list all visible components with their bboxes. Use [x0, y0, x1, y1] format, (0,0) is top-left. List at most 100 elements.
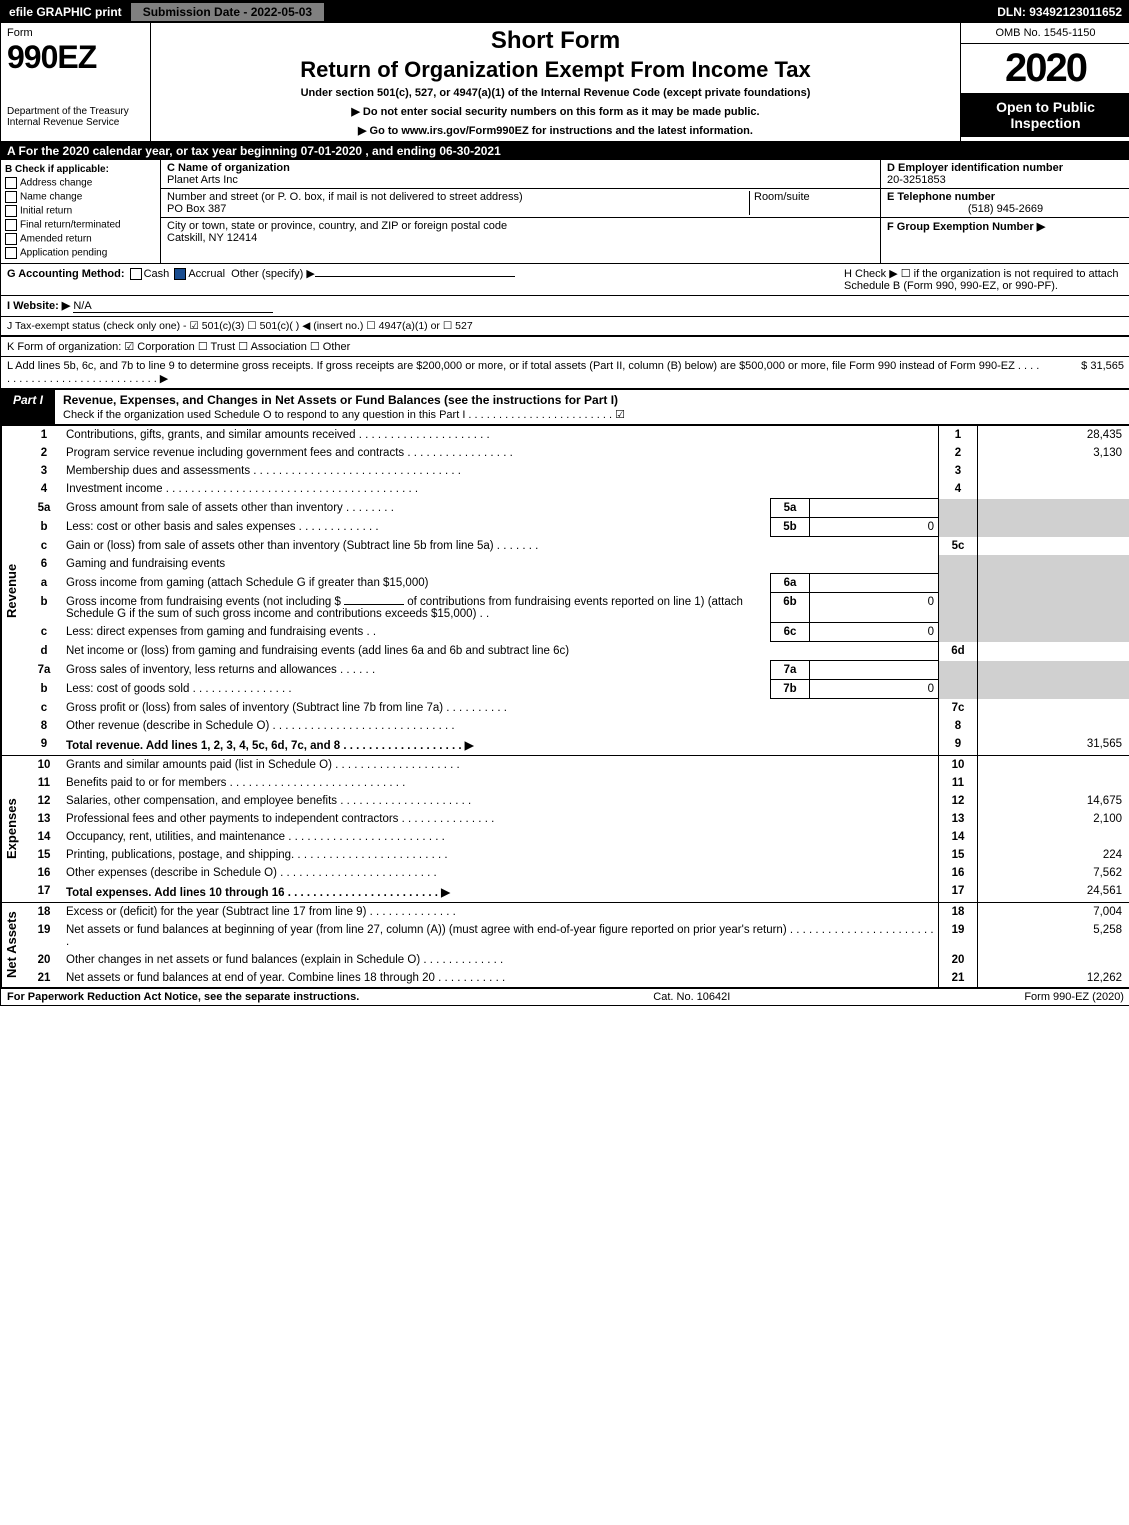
line-18: 18Excess or (deficit) for the year (Subt… [26, 903, 1129, 921]
phone: (518) 945-2669 [887, 203, 1124, 215]
line-19: 19Net assets or fund balances at beginni… [26, 921, 1129, 951]
part-1-title: Revenue, Expenses, and Changes in Net As… [63, 393, 618, 407]
tax-year-range: A For the 2020 calendar year, or tax yea… [1, 142, 1129, 160]
k-form-org: K Form of organization: ☑ Corporation ☐ … [1, 335, 1129, 356]
c-label: C Name of organization [167, 162, 874, 174]
form-number: 990EZ [7, 39, 144, 76]
line-8: 8Other revenue (describe in Schedule O) … [26, 717, 1129, 735]
accounting-row: G Accounting Method: Cash Accrual Other … [1, 263, 1129, 295]
line-7b: bLess: cost of goods sold . . . . . . . … [26, 680, 1129, 699]
instructions-link[interactable]: ▶ Go to www.irs.gov/Form990EZ for instru… [155, 124, 956, 137]
f-label: F Group Exemption Number ▶ [887, 221, 1045, 233]
submission-date: Submission Date - 2022-05-03 [130, 2, 325, 22]
ein: 20-3251853 [887, 174, 946, 186]
top-bar: efile GRAPHIC print Submission Date - 20… [1, 1, 1129, 23]
line-5c: cGain or (loss) from sale of assets othe… [26, 537, 1129, 556]
name-address-col: C Name of organization Planet Arts Inc N… [161, 160, 880, 263]
e-label: E Telephone number [887, 191, 995, 203]
form-990ez-page: efile GRAPHIC print Submission Date - 20… [0, 0, 1129, 1006]
line-6a: aGross income from gaming (attach Schedu… [26, 574, 1129, 593]
line-6: 6Gaming and fundraising events [26, 555, 1129, 574]
subtitle: Under section 501(c), 527, or 4947(a)(1)… [155, 87, 956, 99]
title-return: Return of Organization Exempt From Incom… [155, 57, 956, 83]
check-final-return[interactable]: Final return/terminated [5, 219, 156, 231]
paperwork-notice: For Paperwork Reduction Act Notice, see … [7, 991, 359, 1003]
revenue-section: Revenue 1Contributions, gifts, grants, a… [1, 425, 1129, 755]
accrual-checkbox[interactable] [174, 268, 186, 280]
l-amount: $ 31,565 [1044, 360, 1124, 385]
i-label: I Website: ▶ [7, 300, 70, 312]
line-13: 13Professional fees and other payments t… [26, 810, 1129, 828]
line-11: 11Benefits paid to or for members . . . … [26, 774, 1129, 792]
line-20: 20Other changes in net assets or fund ba… [26, 951, 1129, 969]
netassets-table: 18Excess or (deficit) for the year (Subt… [26, 903, 1129, 987]
netassets-label: Net Assets [1, 903, 26, 987]
header-left: Form 990EZ Department of the Treasury In… [1, 23, 151, 141]
check-name-change[interactable]: Name change [5, 191, 156, 203]
line-3: 3Membership dues and assessments . . . .… [26, 462, 1129, 480]
revenue-table: 1Contributions, gifts, grants, and simil… [26, 426, 1129, 755]
line-6b: bGross income from fundraising events (n… [26, 593, 1129, 623]
expenses-label: Expenses [1, 756, 26, 902]
expenses-table: 10Grants and similar amounts paid (list … [26, 756, 1129, 902]
j-tax-exempt: J Tax-exempt status (check only one) - ☑… [1, 316, 1129, 335]
page-footer: For Paperwork Reduction Act Notice, see … [1, 987, 1129, 1005]
city-label: City or town, state or province, country… [167, 220, 507, 232]
line-9: 9Total revenue. Add lines 1, 2, 3, 4, 5c… [26, 735, 1129, 755]
expenses-section: Expenses 10Grants and similar amounts pa… [1, 755, 1129, 902]
header-right: OMB No. 1545-1150 2020 Open to Public In… [960, 23, 1129, 141]
org-name: Planet Arts Inc [167, 174, 874, 186]
l-gross-receipts: L Add lines 5b, 6c, and 7b to line 9 to … [1, 356, 1129, 388]
cash-checkbox[interactable] [130, 268, 142, 280]
irs-label: Internal Revenue Service [7, 117, 144, 128]
line-6d: dNet income or (loss) from gaming and fu… [26, 642, 1129, 661]
header-mid: Short Form Return of Organization Exempt… [151, 23, 960, 141]
open-to-public: Open to Public Inspection [961, 93, 1129, 137]
addr-label: Number and street (or P. O. box, if mail… [167, 191, 523, 203]
website-row: I Website: ▶ N/A [1, 295, 1129, 316]
privacy-note: ▶ Do not enter social security numbers o… [155, 105, 956, 118]
part-1-check-note: Check if the organization used Schedule … [63, 409, 625, 421]
line-21: 21Net assets or fund balances at end of … [26, 969, 1129, 987]
check-application-pending[interactable]: Application pending [5, 247, 156, 259]
line-15: 15Printing, publications, postage, and s… [26, 846, 1129, 864]
l-text: L Add lines 5b, 6c, and 7b to line 9 to … [7, 360, 1044, 385]
part-1-header: Part I Revenue, Expenses, and Changes in… [1, 388, 1129, 425]
check-if-applicable: B Check if applicable: Address change Na… [1, 160, 161, 263]
form-word: Form [7, 27, 144, 39]
title-short-form: Short Form [155, 27, 956, 55]
org-city: Catskill, NY 12414 [167, 232, 257, 244]
line-17: 17Total expenses. Add lines 10 through 1… [26, 882, 1129, 902]
line-7c: cGross profit or (loss) from sales of in… [26, 699, 1129, 718]
form-ref: Form 990-EZ (2020) [1024, 991, 1124, 1003]
check-initial-return[interactable]: Initial return [5, 205, 156, 217]
check-address-change[interactable]: Address change [5, 177, 156, 189]
line-7a: 7aGross sales of inventory, less returns… [26, 661, 1129, 680]
line-1: 1Contributions, gifts, grants, and simil… [26, 426, 1129, 444]
net-assets-section: Net Assets 18Excess or (deficit) for the… [1, 902, 1129, 987]
h-note: H Check ▶ ☐ if the organization is not r… [844, 267, 1124, 292]
line-2: 2Program service revenue including gover… [26, 444, 1129, 462]
id-phone-col: D Employer identification number 20-3251… [880, 160, 1129, 263]
tax-year: 2020 [961, 44, 1129, 93]
line-4: 4Investment income . . . . . . . . . . .… [26, 480, 1129, 499]
efile-label: efile GRAPHIC print [1, 3, 130, 21]
room-suite-label: Room/suite [749, 191, 874, 215]
g-label: G Accounting Method: [7, 268, 125, 280]
line-14: 14Occupancy, rent, utilities, and mainte… [26, 828, 1129, 846]
entity-info: B Check if applicable: Address change Na… [1, 160, 1129, 263]
line-5b: bLess: cost or other basis and sales exp… [26, 518, 1129, 537]
line-5a: 5aGross amount from sale of assets other… [26, 499, 1129, 518]
website-value: N/A [73, 300, 273, 313]
line-10: 10Grants and similar amounts paid (list … [26, 756, 1129, 774]
d-label: D Employer identification number [887, 162, 1063, 174]
dln: DLN: 93492123011652 [989, 3, 1129, 21]
line-6c: cLess: direct expenses from gaming and f… [26, 623, 1129, 642]
org-address: PO Box 387 [167, 203, 226, 215]
line-12: 12Salaries, other compensation, and empl… [26, 792, 1129, 810]
line-16: 16Other expenses (describe in Schedule O… [26, 864, 1129, 882]
omb-number: OMB No. 1545-1150 [961, 23, 1129, 44]
revenue-label: Revenue [1, 426, 26, 755]
check-amended-return[interactable]: Amended return [5, 233, 156, 245]
check-b-label: B Check if applicable: [5, 164, 156, 175]
